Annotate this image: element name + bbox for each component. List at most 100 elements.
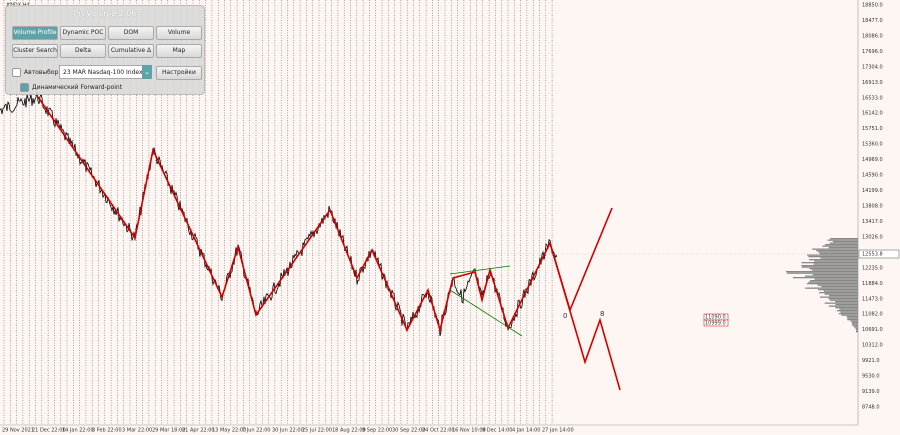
volume-profile-bar: [836, 310, 858, 312]
price-label: 14590.0: [862, 173, 883, 179]
time-label: 29 Nov 2021: [2, 428, 34, 434]
price-label: 10312.0: [862, 343, 883, 349]
wave-label: 0: [563, 312, 567, 320]
mode-button[interactable]: DOM: [108, 26, 154, 40]
dropdown-arrow[interactable]: ⌄: [142, 65, 152, 79]
volume-profile-bar: [801, 266, 858, 268]
price-label: 18086.0: [862, 33, 883, 39]
time-label: 9 Sep 22:00: [362, 428, 392, 434]
mode-button[interactable]: Cluster Search: [12, 44, 58, 58]
price-label: 15360.0: [862, 142, 883, 148]
price-label: 13808.0: [862, 204, 883, 210]
price-label: 13026.0: [862, 234, 883, 240]
price-label: 16913.0: [862, 80, 883, 86]
price-label: 16142.0: [862, 111, 883, 117]
volume-profile-bar: [846, 316, 858, 318]
volume-profile-bar: [828, 305, 858, 307]
price-label: 11884.0: [862, 281, 883, 287]
volume-profile-bar: [786, 271, 858, 273]
volume-profile-bar: [820, 257, 858, 259]
mode-button[interactable]: Delta: [60, 44, 106, 58]
volume-profile-bar: [809, 259, 858, 261]
volume-profile-bar: [821, 286, 858, 288]
volume-profile-bar: [810, 280, 858, 282]
volume-profile-bar: [801, 262, 858, 264]
current-price: 12553.8: [858, 249, 900, 259]
forward-point-label: Динамический Forward-point: [32, 84, 123, 91]
volume-profile-bar: [818, 289, 858, 291]
level-label: 11090.0: [705, 315, 726, 321]
price-label: 13417.0: [862, 219, 883, 225]
zigzag-line: [37, 96, 613, 334]
instrument-select[interactable]: 23 MAR Nasdaq-100 Index: [59, 65, 151, 79]
mode-button[interactable]: Volume: [156, 26, 202, 40]
time-label: 21 Dec 22:00: [32, 428, 66, 434]
projection-line: [549, 242, 621, 391]
time-label: 7 Jun 22:00: [242, 428, 271, 434]
price-label: 18850.0: [862, 3, 883, 9]
price-label: 8748.0: [862, 405, 880, 411]
mode-button[interactable]: Dynamic POC: [60, 26, 106, 40]
price-label: 14969.0: [862, 157, 883, 163]
volume-profile-bar: [830, 238, 858, 240]
time-label: 30 Sep 22:00: [392, 428, 425, 434]
volume-profile-bar: [851, 322, 858, 324]
volume-profile-bar: [835, 307, 858, 309]
volume-profile-bar: [818, 251, 858, 253]
wedge-line: [449, 289, 523, 337]
price-label: 18477.0: [862, 18, 883, 24]
checkbox[interactable]: [20, 83, 29, 92]
time-label: 29 Mar 18:00: [152, 428, 185, 434]
volume-profile-bar: [809, 268, 858, 270]
time-label: 18 Aug 22:00: [332, 428, 366, 434]
volume-profile-bar: [812, 248, 858, 250]
volume-profile-bar: [856, 331, 858, 333]
mode-button[interactable]: Map: [156, 44, 202, 58]
time-label: 9 Dec 14:00: [482, 428, 512, 434]
volume-profile-bar: [829, 242, 858, 244]
volume-profile-bar: [811, 269, 858, 271]
settings-button[interactable]: Настройки: [156, 66, 202, 80]
price-line: [0, 92, 558, 337]
price-label: 17304.0: [862, 64, 883, 70]
volume-profile-bar: [819, 296, 858, 298]
price-label: 9921.0: [862, 358, 880, 364]
volume-profile-bar: [835, 304, 858, 306]
volume-profile-bar: [806, 283, 858, 285]
time-label: 24 Oct 22:00: [422, 428, 455, 434]
forward-point[interactable]: Динамический Forward-point: [20, 83, 122, 92]
volume-profile-bar: [786, 272, 858, 274]
volume-profile-bar: [841, 314, 858, 316]
time-label: 8 Feb 22:00: [92, 428, 122, 434]
volume-profile-bar: [816, 250, 858, 252]
level-box: [703, 319, 729, 327]
volume-profile-bar: [805, 275, 858, 277]
price-label: 9139.0: [862, 389, 880, 395]
volume-profile-bar: [840, 311, 858, 313]
time-label: 13 May 22:00: [212, 428, 246, 434]
price-label: 12235.0: [862, 265, 883, 271]
volume-profile-bar: [819, 253, 858, 255]
current-price-label: 12553.8: [862, 252, 883, 258]
volume-profile-bar: [850, 320, 858, 322]
volume-profile-bar: [828, 247, 858, 249]
price-label: 9530.0: [862, 374, 880, 380]
volume-profile-bar: [832, 241, 858, 243]
auto-select[interactable]: Автовыбор: [12, 68, 58, 77]
panel-title: ProVolume 2.06: [73, 9, 137, 18]
price-label: 14199.0: [862, 188, 883, 194]
wave-label: 8: [600, 310, 604, 318]
volume-profile-bar: [829, 299, 858, 301]
volume-profile-bar: [824, 293, 858, 295]
volume-profile-bar: [828, 298, 858, 300]
volume-profile-bar: [855, 328, 858, 330]
price-axis-bg: [858, 0, 900, 435]
mode-button[interactable]: Cumulative Δ: [108, 44, 154, 58]
time-label: 16 Nov 10:00: [452, 428, 486, 434]
volume-profile-bar: [838, 313, 858, 315]
mode-button[interactable]: Volume Profile: [12, 26, 58, 40]
checkbox[interactable]: [12, 68, 21, 77]
volume-profile-bar: [847, 319, 858, 321]
time-label: 3 Mar 22:00: [122, 428, 152, 434]
time-label: 4 Jan 14:00: [512, 428, 540, 434]
